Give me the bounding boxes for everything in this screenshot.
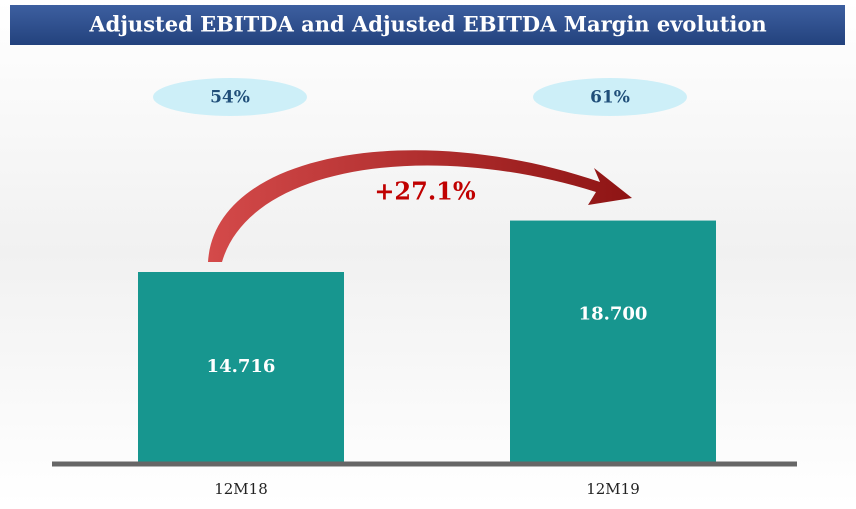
chart-title: Adjusted EBITDA and Adjusted EBITDA Marg… <box>88 12 766 37</box>
growth-arrow <box>208 150 632 262</box>
margin-bubble <box>533 78 687 116</box>
x-tick-label: 12M19 <box>586 480 640 498</box>
bar <box>138 272 344 462</box>
value-label: 14.716 <box>207 356 276 377</box>
x-tick-label: 12M18 <box>214 480 268 498</box>
value-label: 18.700 <box>579 303 648 324</box>
title-banner <box>10 5 845 45</box>
margin-bubble <box>153 78 307 116</box>
margin-label: 61% <box>590 88 630 108</box>
growth-annotation: +27.1% <box>374 177 476 206</box>
bar <box>510 220 716 462</box>
margin-label: 54% <box>210 88 250 108</box>
